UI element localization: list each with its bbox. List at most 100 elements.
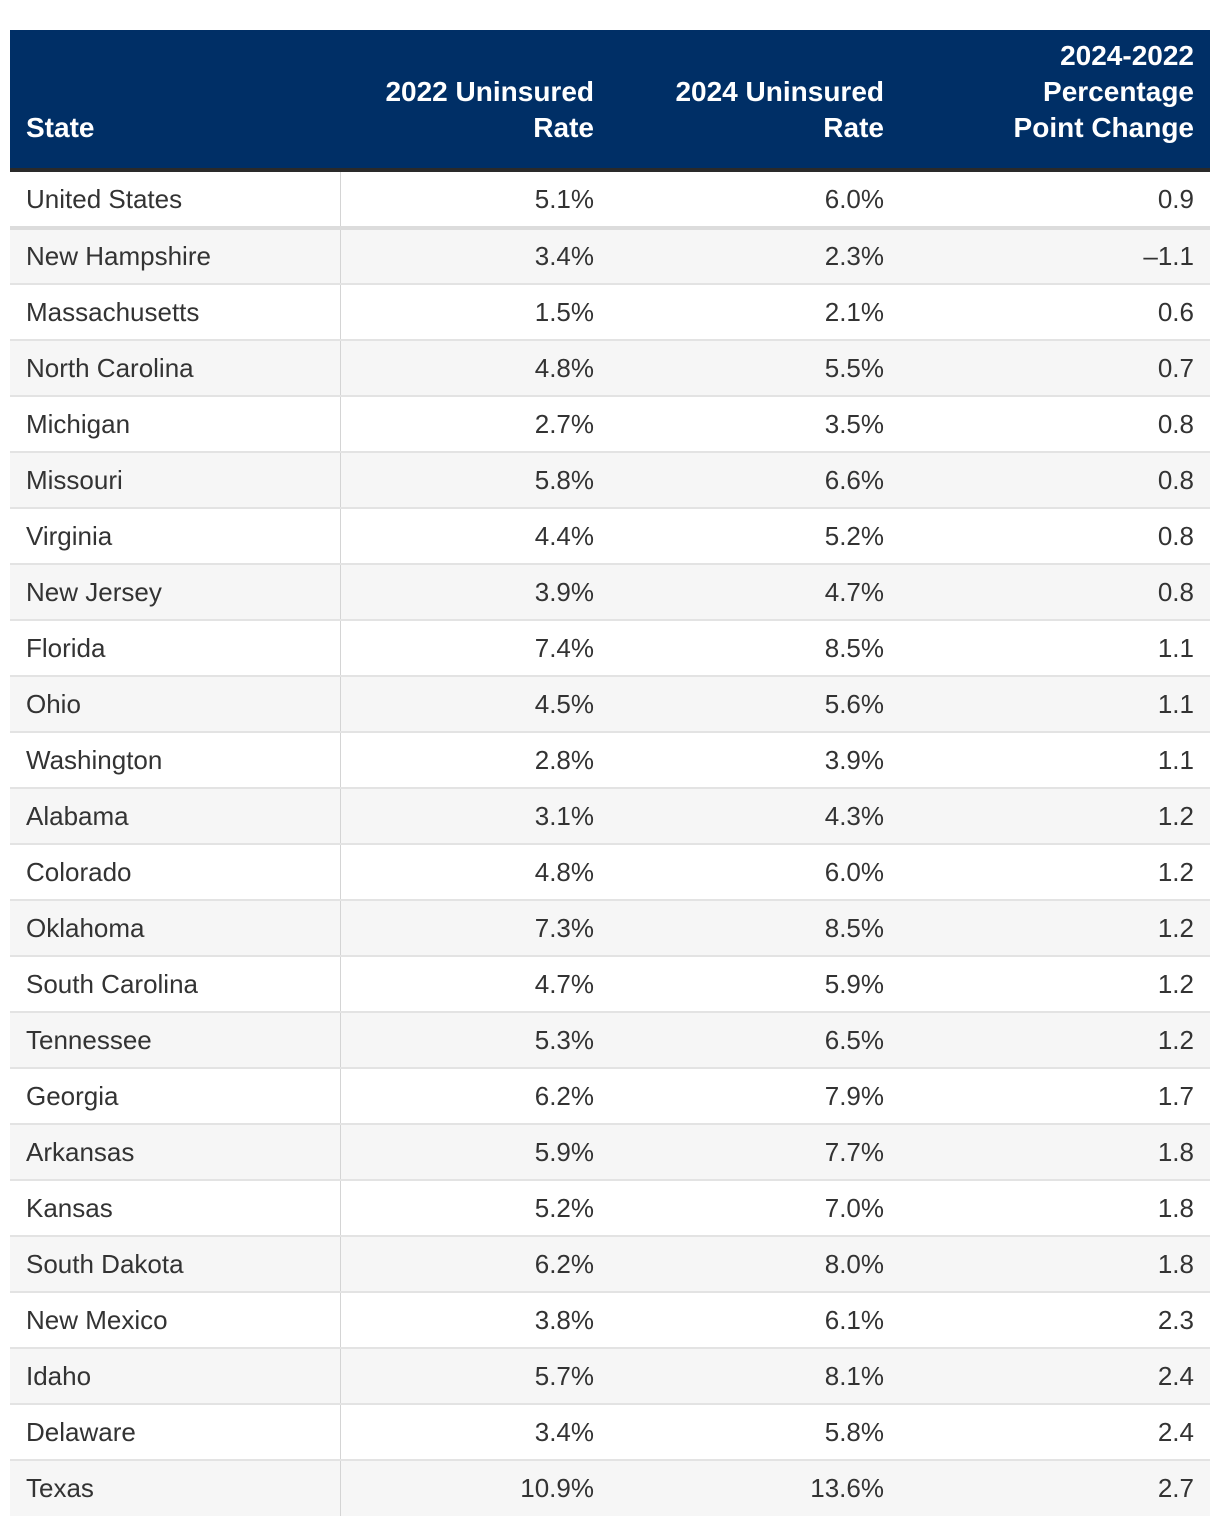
point-change-cell: 1.2 — [900, 900, 1210, 957]
header-point-change-line2: Percentage — [1043, 76, 1194, 107]
uninsured-rate-table-container: State 2022 Uninsured Rate 2024 Uninsured… — [10, 30, 1210, 1516]
rate-2024-cell: 4.7% — [610, 564, 900, 621]
state-cell: Michigan — [10, 396, 341, 453]
point-change-cell: 2.7 — [900, 1460, 1210, 1516]
rate-2022-cell: 7.4% — [340, 620, 610, 677]
point-change-cell: 1.8 — [900, 1236, 1210, 1293]
rate-2022-cell: 5.8% — [340, 452, 610, 509]
state-cell: Texas — [10, 1460, 341, 1516]
header-rate-2022-line1: 2022 Uninsured — [385, 76, 594, 107]
rate-2022-cell: 5.7% — [340, 1348, 610, 1405]
point-change-cell: 1.2 — [900, 956, 1210, 1013]
rate-2024-cell: 2.3% — [610, 228, 900, 285]
table-row: Oklahoma 7.3% 8.5% 1.2 — [10, 900, 1210, 957]
point-change-cell: 1.1 — [900, 732, 1210, 789]
rate-2024-cell: 7.9% — [610, 1068, 900, 1125]
state-cell: Massachusetts — [10, 284, 341, 341]
rate-2022-cell: 10.9% — [340, 1460, 610, 1516]
state-cell: Kansas — [10, 1180, 341, 1237]
table-row: Tennessee 5.3% 6.5% 1.2 — [10, 1012, 1210, 1069]
rate-2024-cell: 6.5% — [610, 1012, 900, 1069]
table-row: Idaho 5.7% 8.1% 2.4 — [10, 1348, 1210, 1405]
header-rate-2024-line2: Rate — [823, 112, 884, 143]
table-header: State 2022 Uninsured Rate 2024 Uninsured… — [10, 30, 1210, 172]
rate-2024-cell: 7.0% — [610, 1180, 900, 1237]
point-change-cell: 0.6 — [900, 284, 1210, 341]
rate-2022-cell: 5.2% — [340, 1180, 610, 1237]
table-row: South Carolina 4.7% 5.9% 1.2 — [10, 956, 1210, 1013]
table-row: New Mexico 3.8% 6.1% 2.3 — [10, 1292, 1210, 1349]
rate-2024-cell: 3.9% — [610, 732, 900, 789]
table-row: Texas 10.9% 13.6% 2.7 — [10, 1460, 1210, 1516]
rate-2022-cell: 5.3% — [340, 1012, 610, 1069]
rate-2024-cell: 6.1% — [610, 1292, 900, 1349]
state-cell: Tennessee — [10, 1012, 341, 1069]
state-cell: Oklahoma — [10, 900, 341, 957]
table-row: Virginia 4.4% 5.2% 0.8 — [10, 508, 1210, 565]
rate-2022-cell: 4.4% — [340, 508, 610, 565]
rate-2022-cell: 2.8% — [340, 732, 610, 789]
rate-2022-cell: 3.4% — [340, 1404, 610, 1461]
state-cell: Alabama — [10, 788, 341, 845]
state-cell: Washington — [10, 732, 341, 789]
state-cell: Ohio — [10, 676, 341, 733]
state-cell: South Dakota — [10, 1236, 341, 1293]
point-change-cell: 1.2 — [900, 1012, 1210, 1069]
rate-2022-cell: 1.5% — [340, 284, 610, 341]
table-row: Arkansas 5.9% 7.7% 1.8 — [10, 1124, 1210, 1181]
rate-2024-cell: 5.5% — [610, 340, 900, 397]
rate-2024-cell: 6.0% — [610, 170, 900, 230]
table-row: Missouri 5.8% 6.6% 0.8 — [10, 452, 1210, 509]
point-change-cell: 2.3 — [900, 1292, 1210, 1349]
rate-2024-cell: 8.5% — [610, 900, 900, 957]
point-change-cell: 2.4 — [900, 1404, 1210, 1461]
table-row: New Jersey 3.9% 4.7% 0.8 — [10, 564, 1210, 621]
table-row: United States 5.1% 6.0% 0.9 — [10, 170, 1210, 230]
state-cell: New Mexico — [10, 1292, 341, 1349]
point-change-cell: 1.7 — [900, 1068, 1210, 1125]
table-row: South Dakota 6.2% 8.0% 1.8 — [10, 1236, 1210, 1293]
header-rate-2024: 2024 Uninsured Rate — [610, 30, 900, 172]
state-cell: New Jersey — [10, 564, 341, 621]
state-cell: Colorado — [10, 844, 341, 901]
rate-2024-cell: 13.6% — [610, 1460, 900, 1516]
state-cell: Delaware — [10, 1404, 341, 1461]
header-rate-2022: 2022 Uninsured Rate — [340, 30, 610, 172]
table-row: Kansas 5.2% 7.0% 1.8 — [10, 1180, 1210, 1237]
rate-2024-cell: 5.2% — [610, 508, 900, 565]
state-cell: New Hampshire — [10, 228, 341, 285]
rate-2022-cell: 7.3% — [340, 900, 610, 957]
point-change-cell: 0.9 — [900, 170, 1210, 230]
state-cell: Missouri — [10, 452, 341, 509]
table-row: Colorado 4.8% 6.0% 1.2 — [10, 844, 1210, 901]
table-body: United States 5.1% 6.0% 0.9 New Hampshire 3.4… — [10, 170, 1210, 1516]
rate-2022-cell: 3.4% — [340, 228, 610, 285]
table-row: Florida 7.4% 8.5% 1.1 — [10, 620, 1210, 677]
point-change-cell: 1.1 — [900, 676, 1210, 733]
rate-2024-cell: 4.3% — [610, 788, 900, 845]
rate-2024-cell: 5.8% — [610, 1404, 900, 1461]
state-cell: Arkansas — [10, 1124, 341, 1181]
state-cell: Idaho — [10, 1348, 341, 1405]
header-rate-2024-line1: 2024 Uninsured — [675, 76, 884, 107]
rate-2022-cell: 6.2% — [340, 1068, 610, 1125]
state-cell: Georgia — [10, 1068, 341, 1125]
rate-2024-cell: 8.0% — [610, 1236, 900, 1293]
header-rate-2022-line2: Rate — [533, 112, 594, 143]
header-row: State 2022 Uninsured Rate 2024 Uninsured… — [10, 30, 1210, 172]
table-row: Washington 2.8% 3.9% 1.1 — [10, 732, 1210, 789]
header-state-label: State — [26, 112, 95, 143]
rate-2024-cell: 6.0% — [610, 844, 900, 901]
rate-2022-cell: 4.5% — [340, 676, 610, 733]
point-change-cell: 0.8 — [900, 508, 1210, 565]
state-cell: North Carolina — [10, 340, 341, 397]
state-cell: South Carolina — [10, 956, 341, 1013]
rate-2022-cell: 4.7% — [340, 956, 610, 1013]
rate-2022-cell: 4.8% — [340, 340, 610, 397]
table-row: Massachusetts 1.5% 2.1% 0.6 — [10, 284, 1210, 341]
table-row: Alabama 3.1% 4.3% 1.2 — [10, 788, 1210, 845]
point-change-cell: 1.8 — [900, 1180, 1210, 1237]
rate-2022-cell: 5.1% — [340, 170, 610, 230]
header-point-change-line1: 2024-2022 — [1060, 40, 1194, 71]
point-change-cell: 0.8 — [900, 452, 1210, 509]
